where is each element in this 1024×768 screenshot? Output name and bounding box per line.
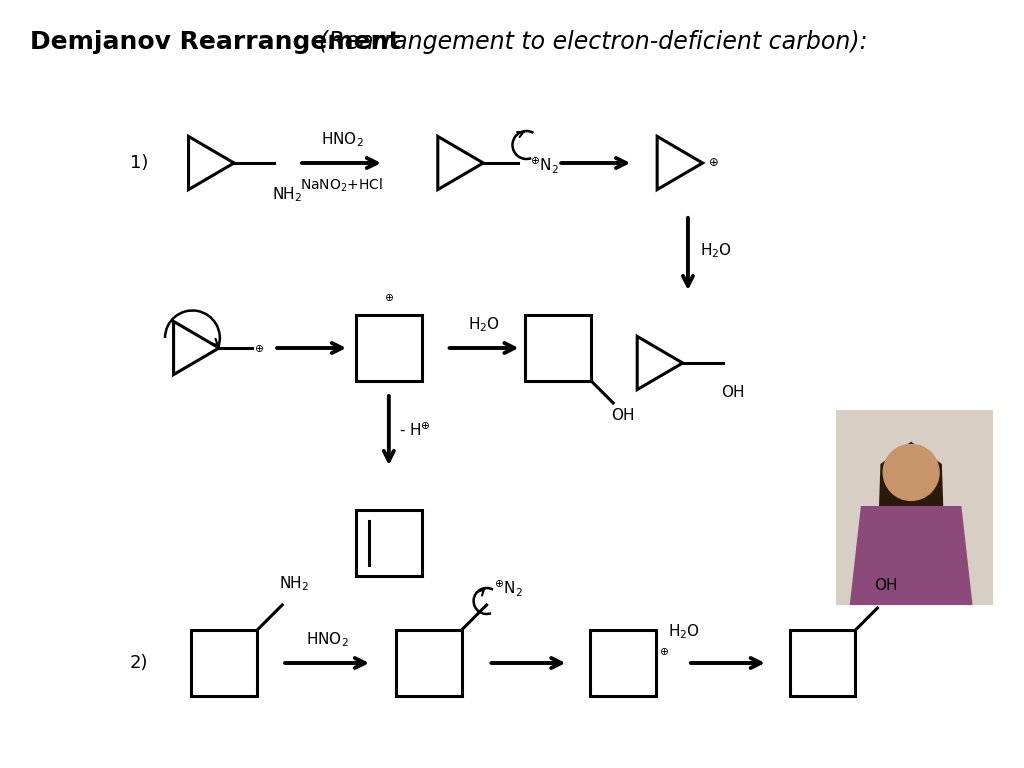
Text: 2): 2) [130, 654, 148, 672]
Bar [396, 630, 462, 696]
Text: NH$_2$: NH$_2$ [280, 574, 309, 593]
Text: NH$_2$: NH$_2$ [272, 185, 302, 204]
Text: (Rearrangement to electron-deficient carbon):: (Rearrangement to electron-deficient car… [319, 30, 867, 54]
Polygon shape [850, 506, 973, 605]
Bar [590, 630, 656, 696]
Text: $^{\oplus}$: $^{\oplus}$ [659, 647, 669, 663]
Bar [525, 315, 591, 381]
Bar [356, 315, 422, 381]
Text: Demjanov Rearrangement: Demjanov Rearrangement [30, 30, 400, 54]
Text: 1): 1) [130, 154, 148, 172]
Text: OH: OH [874, 578, 898, 593]
Text: $^{\oplus}$: $^{\oplus}$ [708, 158, 719, 176]
Text: H$_2$O: H$_2$O [700, 242, 732, 260]
Circle shape [884, 445, 939, 501]
Bar [790, 630, 855, 696]
Bar [356, 510, 422, 576]
Text: HNO$_2$: HNO$_2$ [306, 631, 348, 649]
Text: $^{\oplus}$N$_2$: $^{\oplus}$N$_2$ [494, 578, 522, 598]
Text: OH: OH [611, 408, 635, 423]
Text: OH: OH [721, 385, 744, 400]
Text: NaNO$_2$+HCl: NaNO$_2$+HCl [300, 177, 384, 194]
Text: H$_2$O: H$_2$O [668, 622, 700, 641]
Bar [191, 630, 257, 696]
Bar [836, 410, 993, 605]
Text: $^{\oplus}$N$_2$: $^{\oplus}$N$_2$ [530, 155, 559, 175]
Text: $^{\oplus}$: $^{\oplus}$ [254, 345, 264, 359]
Text: HNO$_2$: HNO$_2$ [321, 131, 364, 149]
Text: - H$^{\oplus}$: - H$^{\oplus}$ [398, 422, 431, 439]
Text: $^{\oplus}$: $^{\oplus}$ [384, 293, 394, 308]
Text: H$_2$O: H$_2$O [468, 316, 500, 334]
Polygon shape [878, 442, 945, 554]
